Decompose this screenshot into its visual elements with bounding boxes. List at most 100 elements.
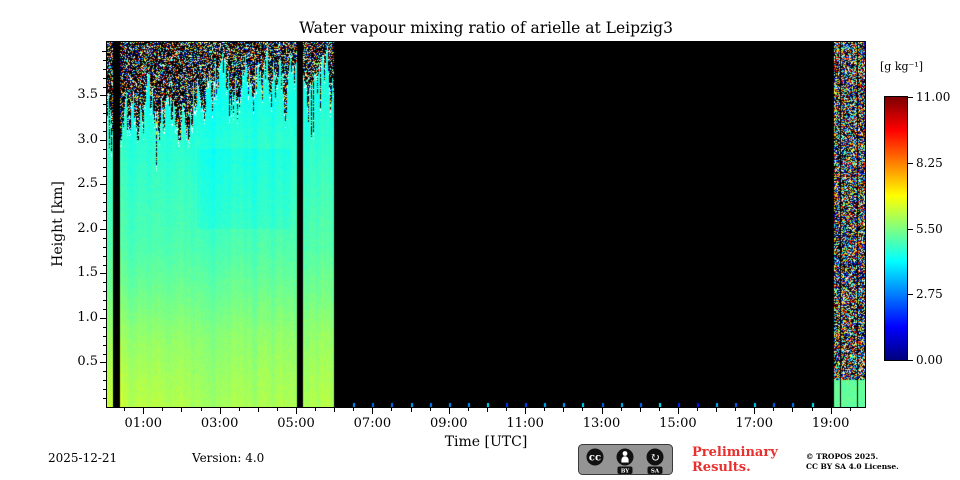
y-minor-tick xyxy=(103,86,106,88)
sa-label: SA xyxy=(651,468,660,474)
y-tick-label: 3.0 xyxy=(77,131,98,147)
y-major-tick xyxy=(100,228,106,230)
x-major-tick xyxy=(525,408,527,414)
y-minor-tick xyxy=(103,202,106,204)
colorbar-tick xyxy=(908,97,913,98)
y-minor-tick xyxy=(103,255,106,257)
y-minor-tick xyxy=(103,309,106,311)
by-label: BY xyxy=(621,468,630,474)
y-minor-tick xyxy=(103,398,106,400)
y-major-tick xyxy=(100,184,106,186)
y-minor-tick xyxy=(103,175,106,177)
cc-badge-svg: cc ↻ BY SA xyxy=(578,444,673,475)
cc-icon-label: cc xyxy=(589,453,601,464)
y-tick-label: 2.5 xyxy=(77,176,98,192)
colorbar-tick-label: 11.00 xyxy=(916,90,951,104)
x-major-tick xyxy=(601,408,603,414)
colorbar-tick-label: 2.75 xyxy=(916,287,943,302)
by-person-icon xyxy=(616,448,634,466)
y-minor-tick xyxy=(103,326,106,328)
y-minor-tick xyxy=(103,122,106,124)
y-minor-tick xyxy=(103,68,106,70)
y-minor-tick xyxy=(103,335,106,337)
y-minor-tick xyxy=(103,148,106,150)
copyright-line1: © TROPOS 2025. xyxy=(806,452,879,461)
colorbar-tick xyxy=(908,228,913,230)
x-tick-label: 19:00 xyxy=(811,416,850,431)
preliminary-line1: Preliminary xyxy=(692,445,778,460)
y-minor-tick xyxy=(103,166,106,168)
cc-by-sa-badge: cc ↻ BY SA xyxy=(578,444,673,479)
x-minor-tick xyxy=(429,408,431,411)
x-tick-label: 05:00 xyxy=(277,416,315,431)
x-tick-label: 15:00 xyxy=(659,416,697,431)
x-minor-tick xyxy=(696,408,698,411)
y-major-tick xyxy=(100,95,106,97)
x-minor-tick xyxy=(257,408,259,412)
x-minor-tick xyxy=(658,408,660,411)
y-major-tick xyxy=(100,273,106,275)
y-minor-tick xyxy=(103,380,106,382)
x-minor-tick xyxy=(849,408,851,411)
colorbar-tick-label: 8.25 xyxy=(916,155,943,170)
y-minor-tick xyxy=(103,113,106,115)
y-minor-tick xyxy=(103,371,106,373)
y-minor-tick xyxy=(103,131,106,133)
x-minor-tick xyxy=(486,408,488,412)
y-minor-tick xyxy=(103,104,106,106)
y-tick-label: 1.5 xyxy=(77,265,98,281)
y-tick-label: 2.0 xyxy=(77,220,98,236)
x-minor-tick xyxy=(639,408,641,412)
chart-title: Water vapour mixing ratio of arielle at … xyxy=(299,19,673,37)
colorbar-tick xyxy=(908,294,913,296)
x-major-tick xyxy=(830,408,832,414)
plot-area xyxy=(106,41,866,408)
y-minor-tick xyxy=(103,77,106,79)
y-major-tick xyxy=(100,317,106,319)
colorbar-unit-label: [g kg⁻¹] xyxy=(880,60,924,73)
cc-icon xyxy=(586,448,604,466)
y-minor-tick xyxy=(103,59,106,61)
footer-version: Version: 4.0 xyxy=(192,451,265,465)
colorbar-tick xyxy=(908,360,913,361)
x-major-tick xyxy=(372,408,374,414)
x-minor-tick xyxy=(811,408,813,411)
colorbar-tick xyxy=(908,162,913,164)
copyright-line2: CC BY SA 4.0 License. xyxy=(806,462,899,471)
preliminary-results-note: Preliminary Results. xyxy=(692,445,778,475)
x-tick-label: 09:00 xyxy=(430,416,468,431)
y-minor-tick xyxy=(103,389,106,391)
x-minor-tick xyxy=(181,408,183,412)
y-tick-label: 1.0 xyxy=(77,309,98,325)
x-minor-tick xyxy=(620,408,622,411)
x-minor-tick xyxy=(467,408,469,411)
x-tick-label: 17:00 xyxy=(735,416,773,431)
footer-date: 2025-12-21 xyxy=(48,451,118,465)
y-minor-tick xyxy=(103,344,106,346)
x-minor-tick xyxy=(773,408,775,411)
y-minor-tick xyxy=(102,50,106,52)
y-minor-tick xyxy=(103,211,106,213)
y-minor-tick xyxy=(103,291,106,293)
colorbar-canvas xyxy=(885,97,907,360)
sa-arrow-icon: ↻ xyxy=(646,448,664,466)
y-minor-tick xyxy=(103,246,106,248)
x-minor-tick xyxy=(735,408,737,411)
x-minor-tick xyxy=(276,408,278,411)
y-major-tick xyxy=(100,362,106,364)
x-minor-tick xyxy=(410,408,412,412)
x-minor-tick xyxy=(792,408,794,412)
y-minor-tick xyxy=(103,237,106,239)
preliminary-line2: Results. xyxy=(692,460,751,475)
y-minor-tick xyxy=(103,264,106,266)
svg-text:↻: ↻ xyxy=(650,451,660,465)
y-minor-tick xyxy=(103,353,106,355)
x-minor-tick xyxy=(334,408,336,412)
x-tick-label: 01:00 xyxy=(124,416,162,431)
copyright-note: © TROPOS 2025. CC BY SA 4.0 License. xyxy=(806,452,899,472)
y-minor-tick xyxy=(103,157,106,159)
y-minor-tick xyxy=(103,220,106,222)
x-minor-tick xyxy=(506,408,508,411)
x-tick-label: 13:00 xyxy=(582,416,621,431)
